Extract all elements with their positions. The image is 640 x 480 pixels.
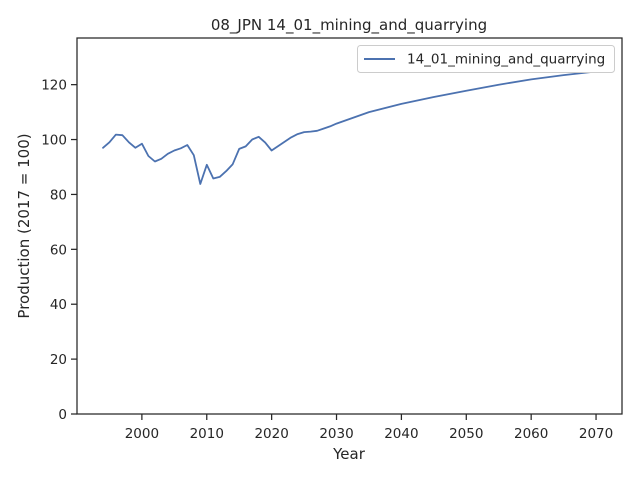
chart-title: 08_JPN 14_01_mining_and_quarrying	[211, 16, 487, 35]
y-tick-label: 0	[58, 407, 67, 423]
legend: 14_01_mining_and_quarrying	[357, 45, 615, 73]
plot-frame	[76, 37, 623, 415]
y-tick-label: 60	[50, 242, 67, 258]
x-axis-label: Year	[332, 445, 366, 463]
y-tick-label: 120	[41, 78, 67, 94]
legend-box	[357, 45, 615, 73]
y-axis-ticks: 0 20 40 60 80 100 120	[41, 78, 77, 423]
x-tick-label: 2020	[254, 426, 288, 442]
legend-label: 14_01_mining_and_quarrying	[407, 52, 605, 68]
x-tick-label: 2050	[449, 426, 483, 442]
y-tick-label: 80	[50, 187, 67, 203]
x-tick-label: 2030	[319, 426, 353, 442]
x-tick-label: 2010	[190, 426, 224, 442]
x-tick-label: 2060	[514, 426, 548, 442]
y-axis-label: Production (2017 = 100)	[15, 133, 33, 318]
series-line	[102, 70, 597, 185]
y-tick-label: 40	[50, 297, 67, 313]
x-tick-label: 2070	[579, 426, 613, 442]
axes	[76, 37, 623, 415]
x-tick-label: 2000	[125, 426, 159, 442]
y-tick-label: 20	[50, 352, 67, 368]
x-axis-ticks: 2000 2010 2020 2030 2040 2050 2060 2070	[125, 414, 613, 442]
series-lines	[102, 70, 597, 185]
y-tick-label: 100	[41, 133, 67, 149]
x-tick-label: 2040	[384, 426, 418, 442]
